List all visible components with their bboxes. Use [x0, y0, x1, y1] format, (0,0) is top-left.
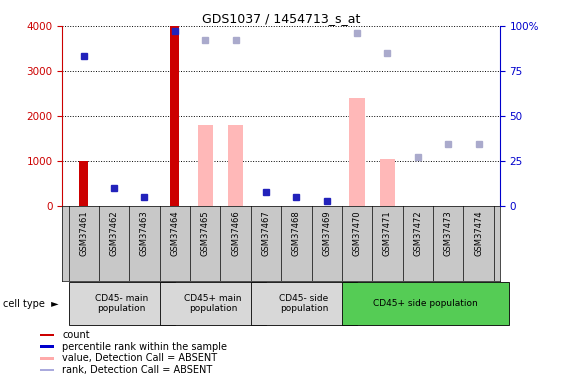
FancyBboxPatch shape: [69, 282, 175, 326]
Text: GSM37469: GSM37469: [322, 210, 331, 256]
FancyBboxPatch shape: [251, 282, 357, 326]
Text: GSM37463: GSM37463: [140, 210, 149, 256]
Text: percentile rank within the sample: percentile rank within the sample: [62, 342, 227, 352]
Text: count: count: [62, 330, 90, 340]
Text: CD45- side
population: CD45- side population: [279, 294, 328, 314]
Bar: [40, 357, 54, 360]
Text: CD45+ main
population: CD45+ main population: [184, 294, 241, 314]
Text: rank, Detection Call = ABSENT: rank, Detection Call = ABSENT: [62, 365, 213, 375]
Bar: [170, 26, 179, 206]
Bar: [40, 334, 54, 336]
FancyBboxPatch shape: [160, 282, 266, 326]
Bar: [79, 161, 88, 206]
Text: CD45+ side population: CD45+ side population: [373, 299, 478, 308]
Text: GSM37466: GSM37466: [231, 210, 240, 256]
Text: value, Detection Call = ABSENT: value, Detection Call = ABSENT: [62, 353, 218, 363]
Text: GSM37474: GSM37474: [474, 210, 483, 256]
Bar: [40, 345, 54, 348]
Text: GSM37461: GSM37461: [80, 210, 88, 256]
Bar: [349, 98, 365, 206]
Bar: [40, 369, 54, 372]
Bar: [198, 125, 213, 206]
Bar: [228, 125, 243, 206]
Text: GSM37473: GSM37473: [444, 210, 453, 256]
Text: GSM37468: GSM37468: [292, 210, 301, 256]
Text: cell type  ►: cell type ►: [3, 299, 59, 309]
Text: CD45- main
population: CD45- main population: [95, 294, 148, 314]
Text: GSM37470: GSM37470: [353, 210, 362, 256]
Text: GSM37464: GSM37464: [170, 210, 179, 256]
Text: GSM37472: GSM37472: [414, 210, 423, 256]
Text: GSM37471: GSM37471: [383, 210, 392, 256]
Title: GDS1037 / 1454713_s_at: GDS1037 / 1454713_s_at: [202, 12, 360, 25]
Text: GSM37467: GSM37467: [261, 210, 270, 256]
Text: GSM37462: GSM37462: [110, 210, 119, 256]
Text: GSM37465: GSM37465: [201, 210, 210, 256]
FancyBboxPatch shape: [342, 282, 509, 326]
Bar: [380, 159, 395, 206]
